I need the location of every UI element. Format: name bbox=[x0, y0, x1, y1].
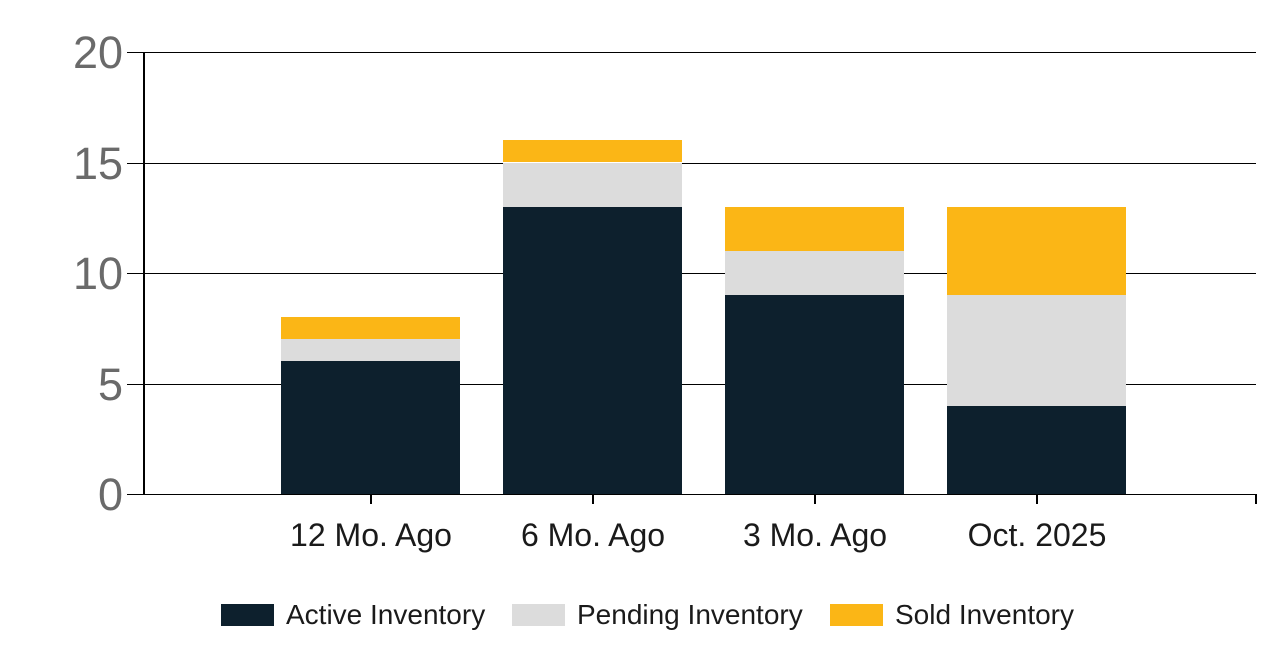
gridline-y-5 bbox=[127, 384, 1256, 385]
x-axis-tick bbox=[370, 494, 372, 504]
bar-segment-pending-inventory bbox=[947, 295, 1126, 406]
x-axis-category-label: 12 Mo. Ago bbox=[290, 517, 452, 553]
y-axis-tick-label: 0 bbox=[97, 469, 123, 520]
bar-segment-pending-inventory bbox=[725, 251, 904, 295]
bar-segment-sold-inventory bbox=[281, 317, 460, 339]
legend-item-sold-inventory: Sold Inventory bbox=[830, 598, 1074, 632]
legend-label: Pending Inventory bbox=[577, 599, 803, 630]
bar-segment-active-inventory bbox=[503, 207, 682, 494]
bar-segment-pending-inventory bbox=[503, 163, 682, 207]
legend-item-active-inventory: Active Inventory bbox=[221, 598, 485, 632]
y-axis-tick-label: 20 bbox=[72, 27, 123, 78]
x-axis-endcap-tick bbox=[1255, 494, 1257, 504]
x-axis-category-label: 3 Mo. Ago bbox=[742, 517, 888, 553]
legend-label: Active Inventory bbox=[286, 599, 486, 630]
legend-item-pending-inventory: Pending Inventory bbox=[512, 598, 803, 632]
bar-segment-sold-inventory bbox=[947, 207, 1126, 295]
bar-segment-sold-inventory bbox=[725, 207, 904, 251]
bar-segment-active-inventory bbox=[947, 406, 1126, 494]
legend-swatch-icon bbox=[830, 604, 883, 626]
bar-segment-active-inventory bbox=[725, 295, 904, 494]
x-axis-tick bbox=[814, 494, 816, 504]
legend-swatch-icon bbox=[512, 604, 565, 626]
legend-label: Sold Inventory bbox=[895, 599, 1074, 630]
gridline-y-20 bbox=[127, 52, 1256, 53]
gridline-y-10 bbox=[127, 273, 1256, 274]
y-axis-line bbox=[143, 52, 145, 494]
bar-segment-pending-inventory bbox=[281, 339, 460, 361]
x-axis-category-label: 6 Mo. Ago bbox=[520, 517, 666, 553]
gridline-y-0 bbox=[127, 494, 1256, 495]
x-axis-tick bbox=[1036, 494, 1038, 504]
bar-segment-active-inventory bbox=[281, 361, 460, 494]
chart-legend: Active Inventory Pending Inventory Sold In… bbox=[0, 598, 1261, 632]
gridline-y-15 bbox=[127, 163, 1256, 164]
y-axis-tick-label: 5 bbox=[97, 359, 123, 410]
x-axis-tick bbox=[592, 494, 594, 504]
bar-segment-sold-inventory bbox=[503, 140, 682, 162]
x-axis-category-label: Oct. 2025 bbox=[967, 517, 1107, 553]
y-axis-tick-label: 10 bbox=[72, 248, 123, 299]
y-axis-tick-label: 15 bbox=[72, 138, 123, 189]
legend-swatch-icon bbox=[221, 604, 274, 626]
